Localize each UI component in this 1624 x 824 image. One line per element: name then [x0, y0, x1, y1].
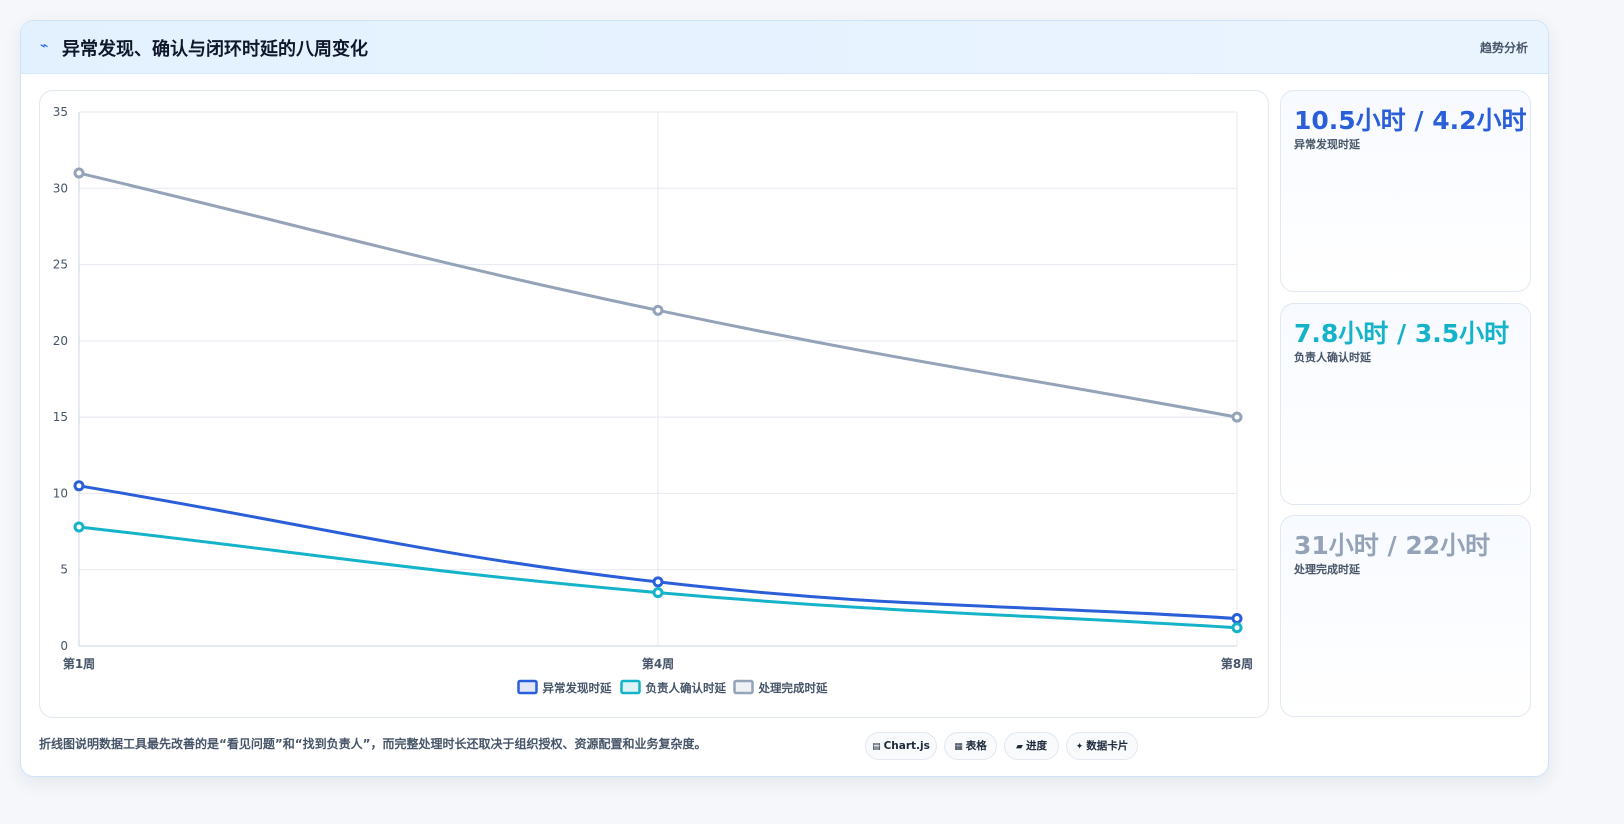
- chip-table[interactable]: ▦ 表格: [944, 732, 997, 760]
- legend-label: 异常发现时延: [543, 681, 612, 695]
- data-point: [652, 576, 664, 588]
- legend-swatch: [517, 679, 538, 695]
- x-tick-label: 第4周: [642, 656, 674, 671]
- kpi-value: 7.8小时 / 3.5小时: [1294, 319, 1510, 348]
- y-tick-label: 5: [60, 563, 68, 577]
- chip-label: Chart.js: [883, 740, 930, 752]
- trend-analysis-tag: 趋势分析: [1479, 41, 1528, 55]
- chip-label: 表格: [965, 740, 987, 752]
- data-point: [1231, 411, 1243, 423]
- sparkle-icon: ✦: [1075, 742, 1084, 752]
- kpi-card-resolution: 31小时 / 22小时 处理完成时延: [1280, 515, 1531, 717]
- kpi-label: 处理完成时延: [1294, 563, 1360, 576]
- kpi-card-confirmation: 7.8小时 / 3.5小时 负责人确认时延: [1280, 303, 1531, 505]
- x-tick-label: 第1周: [63, 656, 95, 671]
- chart-icon: ▤: [872, 742, 881, 752]
- legend-label: 处理完成时延: [758, 681, 828, 695]
- trend-icon: ⌁: [40, 38, 49, 54]
- y-tick-label: 30: [53, 181, 68, 195]
- data-point: [652, 587, 664, 599]
- y-tick-label: 20: [53, 334, 68, 348]
- table-icon: ▦: [954, 742, 963, 752]
- chip-chartjs[interactable]: ▤ Chart.js: [865, 732, 937, 760]
- kpi-value: 10.5小时 / 4.2小时: [1294, 106, 1527, 135]
- legend-swatch: [620, 679, 641, 695]
- y-tick-label: 25: [53, 258, 68, 272]
- data-point: [73, 167, 85, 179]
- kpi-value: 31小时 / 22小时: [1294, 531, 1491, 560]
- data-point: [1231, 613, 1243, 625]
- data-point: [73, 521, 85, 533]
- legend-swatch: [733, 679, 754, 695]
- chip-label: 进度: [1025, 740, 1047, 752]
- x-tick-label: 第8周: [1221, 656, 1253, 671]
- data-point: [73, 480, 85, 492]
- y-tick-label: 0: [60, 639, 68, 653]
- chip-label: 数据卡片: [1086, 740, 1129, 752]
- line-chart-panel: 0 5 10 15 20 25 30 35 第1周 第4周 第8周异常发现时延 负责人确认时延 处理完成…: [39, 90, 1269, 718]
- chip-data-cards[interactable]: ✦ 数据卡片: [1066, 732, 1138, 760]
- legend-label: 负责人确认时延: [646, 681, 727, 695]
- card-header: ⌁ 异常发现、确认与闭环时延的八周变化 趋势分析: [21, 21, 1548, 74]
- kpi-label: 异常发现时延: [1294, 138, 1360, 151]
- kpi-card-detection: 10.5小时 / 4.2小时 异常发现时延: [1280, 90, 1531, 292]
- y-tick-label: 15: [53, 410, 68, 424]
- trend-card: ⌁ 异常发现、确认与闭环时延的八周变化 趋势分析 0 5 10 15 20 25 30 35 第…: [20, 20, 1549, 777]
- card-title: 异常发现、确认与闭环时延的八周变化: [62, 39, 368, 60]
- y-tick-label: 10: [53, 486, 68, 500]
- progress-icon: ▰: [1016, 742, 1023, 752]
- data-point: [652, 304, 664, 316]
- kpi-label: 负责人确认时延: [1294, 351, 1371, 364]
- y-tick-label: 35: [53, 105, 68, 119]
- chip-progress[interactable]: ▰ 进度: [1004, 732, 1059, 760]
- chart-footnote: 折线图说明数据工具最先改善的是“看见问题”和“找到负责人”，而完整处理时长还取决…: [39, 737, 707, 751]
- data-point: [1231, 622, 1243, 634]
